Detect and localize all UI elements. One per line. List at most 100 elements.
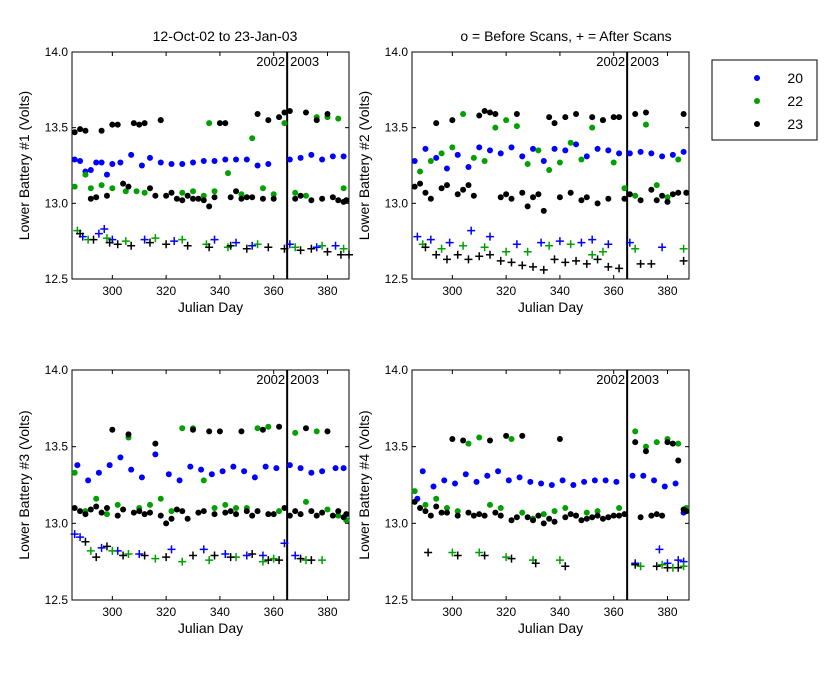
data-point-before-23 [168,189,175,196]
data-point-before-20 [262,463,269,470]
data-point-before-20 [241,468,248,475]
data-point-after-23 [453,551,462,560]
data-point-after-20 [242,551,251,560]
data-point-after-23 [507,258,516,267]
data-point-before-23 [567,189,574,196]
data-point-after-23 [226,553,235,562]
data-point-before-23 [152,192,159,199]
data-point-before-23 [222,120,229,127]
data-point-before-23 [211,194,218,201]
data-point-before-23 [481,108,488,115]
data-point-before-23 [308,197,315,204]
data-point-before-20 [233,156,240,163]
y-axis-label: Lower Battery #4 (Volts) [356,410,372,559]
data-point-before-23 [265,511,272,518]
data-point-after-22 [679,244,688,253]
data-point-before-22 [157,495,164,502]
data-point-before-22 [292,429,299,436]
data-point-before-20 [462,471,469,478]
y-tick-label: 13.5 [45,440,69,454]
data-point-before-20 [176,477,183,484]
data-point-after-23 [210,551,219,560]
data-point-before-23 [82,511,89,518]
data-point-before-23 [227,508,234,515]
y-tick-label: 13.0 [45,196,69,210]
data-point-before-23 [179,197,186,204]
data-point-before-23 [610,114,617,121]
data-point-before-22 [302,192,309,199]
x-tick-label: 360 [604,605,624,619]
x-tick-label: 300 [102,284,122,298]
data-point-before-20 [319,156,326,163]
data-point-before-23 [683,189,690,196]
y-tick-label: 12.5 [385,272,409,286]
data-point-before-23 [433,120,440,127]
data-point-before-23 [492,509,499,516]
data-point-before-23 [535,512,542,519]
legend-label-23: 23 [787,116,803,132]
data-point-before-20 [581,478,588,485]
data-point-after-22 [205,556,214,565]
data-point-before-20 [286,462,293,469]
figure-title-left: 12-Oct-02 to 23-Jan-03 [153,28,298,44]
data-point-after-22 [448,548,457,557]
data-point-before-20 [476,144,483,151]
x-tick-label: 320 [496,284,516,298]
data-point-before-22 [497,505,504,511]
y-tick-label: 13.0 [385,516,409,530]
data-point-before-23 [141,511,148,518]
data-point-before-23 [653,197,660,204]
year-label-2003: 2003 [290,54,319,69]
data-point-before-23 [481,512,488,519]
data-point-after-20 [445,238,454,247]
data-point-after-23 [550,255,559,264]
y-tick-label: 14.0 [45,363,69,377]
data-point-before-23 [605,514,612,521]
data-point-before-23 [281,505,288,511]
data-point-before-23 [497,512,504,519]
year-label-2002: 2002 [256,372,285,387]
data-point-before-20 [591,477,598,484]
data-point-before-22 [206,120,213,127]
data-point-before-23 [343,511,350,518]
data-point-before-23 [465,509,472,516]
data-point-before-22 [443,505,450,511]
data-point-after-20 [413,232,422,241]
data-point-after-23 [264,243,273,252]
data-point-before-23 [427,195,434,202]
data-point-after-23 [296,246,305,255]
data-point-before-23 [562,114,569,121]
data-point-before-22 [427,157,434,164]
data-point-before-23 [605,195,612,202]
year-label-2002: 2002 [256,54,285,69]
data-point-before-20 [452,480,459,487]
data-point-after-20 [588,235,597,244]
data-point-before-22 [200,192,207,199]
data-point-before-22 [632,428,639,435]
data-point-before-23 [243,508,250,515]
data-point-before-23 [546,515,553,522]
data-point-after-22 [124,550,133,558]
data-point-after-23 [582,259,591,268]
data-point-before-20 [340,465,347,472]
data-point-after-23 [248,550,257,558]
data-point-before-20 [222,156,229,163]
data-point-after-20 [170,237,179,246]
data-point-before-22 [621,185,628,192]
data-point-after-23 [307,556,316,565]
data-point-before-20 [573,141,580,148]
data-point-before-20 [486,147,493,154]
data-point-before-20 [190,159,197,166]
data-point-before-23 [168,515,175,522]
data-point-after-20 [512,240,521,249]
data-point-before-23 [98,127,105,134]
data-point-before-20 [419,468,426,475]
data-point-before-22 [578,156,585,163]
data-point-before-22 [98,182,105,189]
year-label-2003: 2003 [630,372,659,387]
data-point-before-23 [433,503,440,510]
data-point-before-22 [492,124,499,131]
data-point-before-23 [190,195,197,202]
data-point-before-23 [573,111,580,118]
